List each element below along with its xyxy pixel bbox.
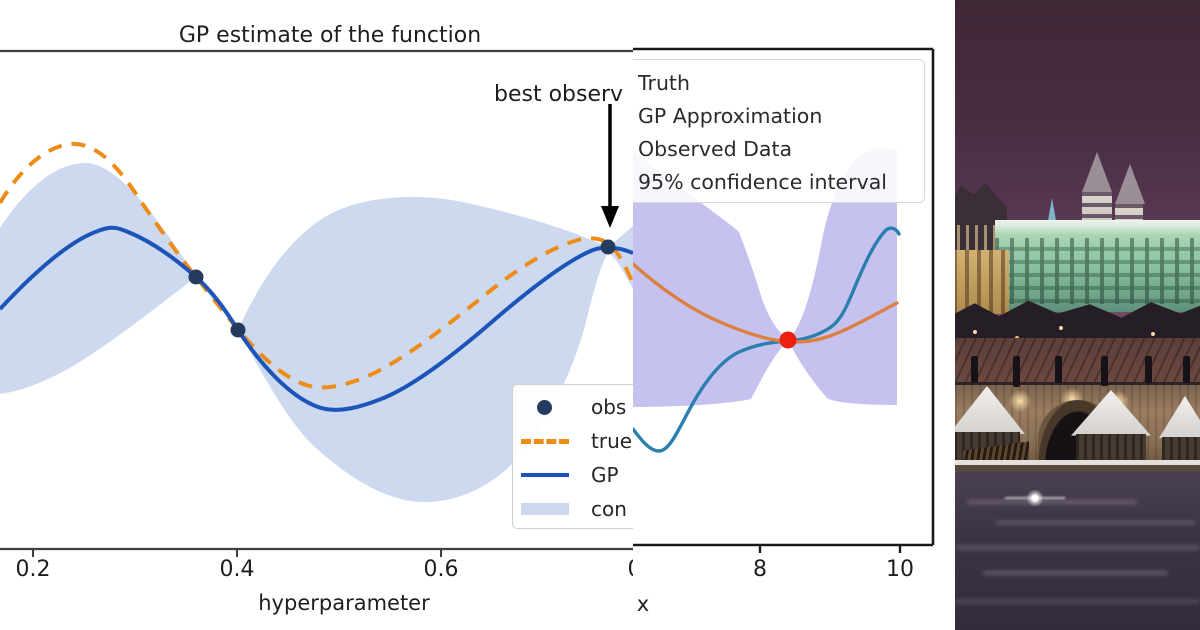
- water-reflection: [995, 521, 1195, 524]
- small-lit-spire: [1047, 198, 1057, 226]
- left-chart-svg: 0.2 0.4 0.6 0.8 GP estimate of the funct…: [0, 23, 634, 615]
- bridge-statue: [1101, 356, 1108, 386]
- palace-windows: [995, 238, 1200, 304]
- left-legend: obs true GP con: [512, 384, 633, 529]
- legend-label: GP: [591, 463, 619, 487]
- left-observation-dot: [230, 322, 246, 338]
- dashed-line-icon: [521, 438, 569, 444]
- street-lamp-lights: [973, 330, 977, 334]
- left-gp-mean-line: [0, 225, 633, 412]
- legend-label: con: [591, 497, 627, 521]
- best-observed-annotation: best observ: [494, 82, 623, 107]
- x-tick-label: 0.4: [220, 557, 255, 582]
- snow-cap: [955, 386, 1025, 434]
- left-observation-dot: [600, 239, 616, 255]
- left-observation-dot: [188, 269, 204, 285]
- snow-cap: [1071, 390, 1151, 436]
- photo-prague-night: [955, 0, 1200, 630]
- x-axis-label: x: [637, 592, 649, 616]
- snow-capped-pier: [1159, 396, 1200, 466]
- water-reflection: [967, 500, 1137, 504]
- middle-chart-panel: 8 10 x Truth GP Approximation Observed D…: [633, 0, 955, 630]
- left-chart-panel: 0.2 0.4 0.6 0.8 GP estimate of the funct…: [0, 23, 634, 615]
- tower-spire: [1082, 152, 1112, 192]
- legend-item-confidence-interval: 95% confidence interval: [638, 169, 887, 194]
- green-lit-palace: [995, 220, 1200, 312]
- x-tick-label: 0.6: [424, 557, 459, 582]
- light-glare: [1025, 488, 1045, 508]
- x-tick-label-clipped: 0.8: [628, 557, 634, 582]
- water-reflection: [955, 599, 1200, 604]
- snow-cap: [1159, 396, 1200, 438]
- mid-confidence-band-left: [633, 150, 788, 407]
- middle-chart-svg: 8 10 x: [633, 47, 935, 616]
- annotation-arrow-head: [601, 206, 619, 228]
- x-tick-label: 10: [886, 557, 914, 582]
- x-axis-label: hyperparameter: [258, 591, 430, 615]
- x-tick-label: 8: [753, 557, 767, 582]
- tower-spire: [1115, 164, 1145, 204]
- snow-capped-pier: [1071, 390, 1151, 466]
- snow-topped-weir: [955, 460, 1200, 474]
- water-reflection: [955, 545, 1200, 550]
- legend-item-gp: GP: [513, 458, 633, 492]
- legend-item-con: con: [513, 492, 633, 526]
- yellow-lit-building: [955, 250, 1009, 314]
- bridge-statue: [971, 356, 978, 383]
- red-rooftops: [955, 338, 1200, 390]
- bridge-statue: [1145, 356, 1152, 383]
- bridge-statue: [1183, 356, 1190, 383]
- bridge-statue: [1055, 356, 1062, 383]
- obs-dot-icon: [537, 399, 552, 415]
- bridge-lamp-glow: [1007, 388, 1033, 414]
- water-reflection: [983, 571, 1168, 575]
- solid-line-icon: [521, 473, 569, 477]
- band-patch-icon: [521, 503, 569, 515]
- left-true-function-line: [0, 141, 633, 390]
- legend-item-obs: obs: [513, 390, 633, 424]
- legend-item-gp-approximation: GP Approximation: [638, 103, 823, 128]
- legend-item-true: true: [513, 424, 633, 458]
- river-water: [955, 472, 1200, 630]
- x-tick-label: 0.2: [16, 557, 51, 582]
- mid-observed-data-dot: [779, 331, 797, 349]
- legend-item-truth: Truth: [638, 70, 690, 95]
- chart-title: GP estimate of the function: [179, 23, 481, 48]
- legend-label: true: [591, 429, 633, 453]
- legend-item-observed-data: Observed Data: [638, 136, 793, 161]
- mid-legend: Truth GP Approximation Observed Data 95%…: [633, 59, 925, 203]
- legend-label: obs: [591, 395, 627, 419]
- bridge-statue: [1013, 356, 1020, 387]
